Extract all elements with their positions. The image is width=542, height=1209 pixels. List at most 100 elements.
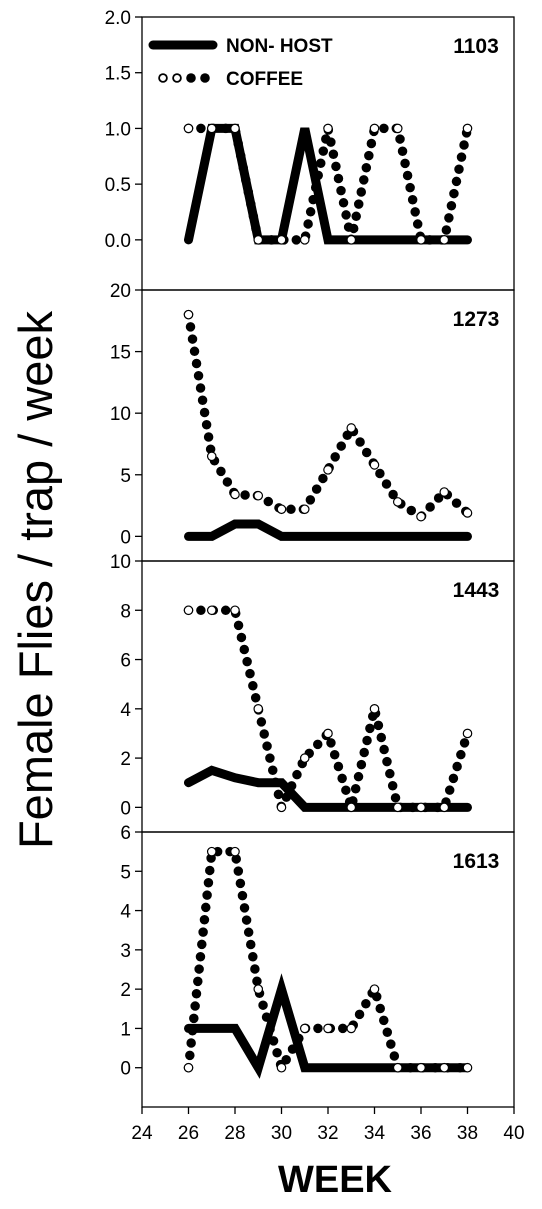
series-line-non-host <box>184 519 472 541</box>
y-tick-label: 4 <box>120 902 131 923</box>
y-tick-label: 5 <box>120 862 131 883</box>
data-point-coffee <box>439 1062 450 1073</box>
x-tick-label: 28 <box>224 1123 245 1144</box>
data-point-coffee <box>392 1062 403 1073</box>
x-tick-label: 32 <box>317 1123 338 1144</box>
x-tick-label: 34 <box>364 1123 386 1144</box>
data-point-coffee <box>230 123 240 134</box>
y-tick-label: 2.0 <box>105 8 131 29</box>
data-point-coffee <box>392 497 403 507</box>
panel-1613: 0 1 2 3 4 5 6 1613 <box>120 823 515 1108</box>
legend-dot-coffee <box>200 73 210 83</box>
data-point-coffee <box>206 846 217 857</box>
data-point-coffee <box>462 508 473 518</box>
data-point-coffee <box>369 704 380 714</box>
data-point-coffee <box>462 123 473 134</box>
data-point-coffee <box>323 123 333 134</box>
data-point-coffee <box>276 802 287 813</box>
data-point-coffee <box>323 728 333 739</box>
data-point-coffee <box>439 802 450 813</box>
x-tick-label: 40 <box>503 1123 524 1144</box>
y-tick-label: 0.0 <box>105 231 131 252</box>
data-point-coffee <box>183 605 194 616</box>
data-point-coffee <box>416 1062 426 1073</box>
panel-label: 1103 <box>453 35 499 58</box>
y-tick-label: 6 <box>120 823 131 844</box>
data-point-coffee <box>369 984 380 994</box>
data-point-coffee <box>462 728 473 739</box>
data-point-coffee <box>416 802 426 813</box>
panel-1443: 0 2 4 6 8 10 1443 <box>110 552 515 833</box>
data-point-coffee <box>253 490 264 501</box>
data-point-coffee <box>462 1062 473 1073</box>
data-point-coffee <box>392 123 403 134</box>
data-point-coffee <box>392 802 403 813</box>
y-tick-label: 4 <box>120 700 131 721</box>
y-tick-label: 0 <box>120 527 131 548</box>
data-point-coffee <box>183 309 194 320</box>
y-tick-label: 10 <box>110 552 131 573</box>
data-point-coffee <box>183 1062 194 1073</box>
y-tick-label: 15 <box>110 343 131 364</box>
x-tick-label: 24 <box>131 1123 153 1144</box>
y-tick-label: 10 <box>110 404 131 425</box>
data-point-coffee <box>230 489 240 500</box>
x-axis: 24 26 28 30 32 34 36 38 40 <box>131 1107 525 1144</box>
y-tick-label: 0 <box>120 1059 131 1080</box>
series-line-coffee <box>183 309 473 523</box>
legend-marker-coffee <box>158 73 168 83</box>
data-point-coffee <box>299 1023 310 1034</box>
data-point-coffee <box>346 423 357 433</box>
x-axis-title: WEEK <box>278 1159 393 1201</box>
data-point-coffee <box>230 846 240 857</box>
legend-marker-coffee <box>172 73 182 83</box>
data-point-coffee <box>183 123 194 134</box>
legend-label-coffee: COFFEE <box>226 69 303 90</box>
data-point-coffee <box>299 753 310 763</box>
y-tick-label: 2 <box>120 980 131 1001</box>
x-tick-label: 30 <box>271 1123 292 1144</box>
data-point-coffee <box>253 984 264 994</box>
x-tick-label: 26 <box>178 1123 199 1144</box>
y-tick-label: 0 <box>120 798 131 819</box>
data-point-coffee <box>299 235 310 245</box>
x-tick-label: 36 <box>410 1123 431 1144</box>
data-point-coffee <box>439 487 450 497</box>
y-tick-label: 6 <box>120 651 131 672</box>
data-point-coffee <box>346 235 357 245</box>
data-point-coffee <box>206 605 217 616</box>
data-point-coffee <box>253 235 264 245</box>
legend-dot-coffee <box>186 73 196 83</box>
legend-label-non-host: NON- HOST <box>226 36 333 57</box>
y-tick-label: 5 <box>120 466 131 487</box>
data-point-coffee <box>206 451 217 462</box>
data-point-coffee <box>323 1023 333 1034</box>
panel-1103: 0.0 0.5 1.0 1.5 2.0 1103 NON- HOST COFFEE <box>105 8 515 291</box>
y-tick-label: 2 <box>120 749 131 770</box>
y-tick-label: 1.0 <box>105 119 131 140</box>
panel-label: 1613 <box>453 850 500 873</box>
y-tick-label: 1 <box>120 1019 131 1040</box>
legend: NON- HOST COFFEE <box>148 36 333 90</box>
data-point-coffee <box>276 504 287 515</box>
data-point-coffee <box>416 511 426 522</box>
data-point-coffee <box>299 504 310 515</box>
series-line-non-host <box>184 765 472 812</box>
y-tick-label: 20 <box>110 281 131 302</box>
data-point-coffee <box>439 235 450 245</box>
y-tick-label: 0.5 <box>105 175 131 196</box>
data-point-coffee <box>346 802 357 813</box>
y-tick-label: 3 <box>120 941 131 962</box>
data-point-coffee <box>206 123 217 134</box>
panel-label: 1273 <box>453 308 500 331</box>
data-point-coffee <box>276 1062 287 1073</box>
data-point-coffee <box>323 465 333 475</box>
panel-label: 1443 <box>453 579 500 602</box>
x-tick-label: 38 <box>457 1123 478 1144</box>
data-point-coffee <box>253 704 264 714</box>
y-axis-title: Female Flies / trap / week <box>9 310 62 849</box>
data-point-coffee <box>416 235 426 245</box>
data-point-coffee <box>369 460 380 470</box>
